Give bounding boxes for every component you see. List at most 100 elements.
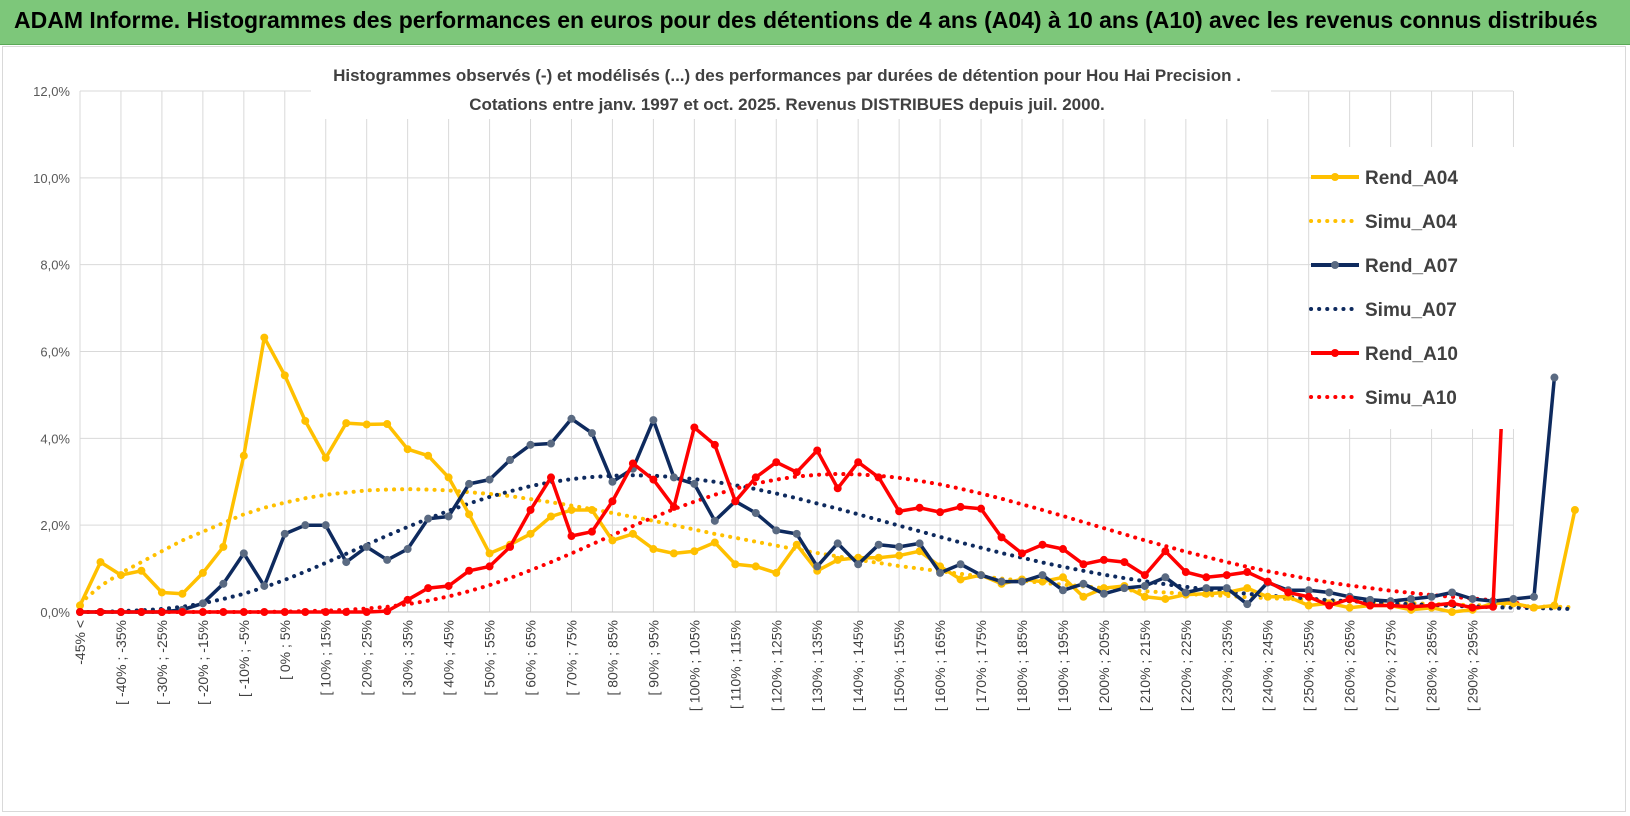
data-point: [219, 542, 228, 551]
x-axis-ticks: -45% < [ -40% ; -35% [ -30% ; -25% [ -20% ;…: [72, 620, 1481, 711]
data-point: [936, 568, 945, 577]
x-tick-label: [ 150% ; 155%: [891, 620, 907, 711]
legend-item: Rend_A10: [1311, 344, 1458, 365]
x-tick-label: [ 160% ; 165%: [932, 620, 948, 711]
data-point: [1325, 588, 1334, 597]
data-point: [547, 512, 555, 521]
chart-title: Histogrammes observés (-) et modélisés (…: [311, 61, 1271, 119]
data-point: [1181, 568, 1190, 577]
data-point: [444, 581, 453, 590]
data-point: [1345, 603, 1354, 612]
x-tick-label: [ 230% ; 235%: [1219, 620, 1235, 711]
data-point: [465, 479, 474, 488]
data-point: [1079, 592, 1088, 601]
data-point: [1222, 584, 1231, 593]
x-tick-label: [ 170% ; 175%: [973, 620, 989, 711]
data-point: [792, 529, 801, 538]
data-point: [1161, 547, 1170, 556]
data-point: [813, 446, 822, 455]
data-point: [690, 423, 699, 432]
data-point: [178, 589, 187, 598]
data-point: [1284, 588, 1293, 597]
data-point: [690, 547, 699, 556]
data-point: [1222, 571, 1231, 580]
data-point: [1243, 600, 1252, 609]
data-point: [874, 473, 883, 482]
data-point: [1366, 601, 1375, 610]
data-point: [608, 497, 617, 506]
x-tick-label: [ 250% ; 255%: [1301, 620, 1317, 711]
x-tick-label: [ 280% ; 285%: [1424, 620, 1440, 711]
data-point: [997, 533, 1006, 542]
data-point: [116, 571, 125, 580]
data-point: [1304, 586, 1313, 595]
x-tick-label: [ 120% ; 125%: [768, 620, 784, 711]
data-point: [444, 512, 453, 521]
data-point: [219, 579, 228, 588]
data-point: [690, 479, 699, 488]
report-banner: ADAM Informe. Histogrammes des performan…: [0, 0, 1630, 45]
x-tick-label: [ -10% ; -5%: [236, 620, 252, 697]
data-point: [424, 584, 433, 593]
data-point: [1345, 594, 1354, 603]
data-point: [1407, 602, 1416, 611]
legend: Rend_A04 Simu_A04 Rend_A07 Simu_A07 Rend_A10…: [1309, 147, 1521, 429]
data-point: [219, 608, 228, 616]
data-point: [280, 371, 289, 380]
data-point: [137, 608, 146, 616]
x-tick-label: [ 190% ; 195%: [1055, 620, 1071, 711]
data-point: [751, 473, 760, 482]
data-point: [1263, 577, 1272, 586]
x-tick-label: [ 290% ; 295%: [1465, 620, 1481, 711]
data-point: [485, 475, 494, 484]
data-point: [1489, 602, 1497, 611]
data-point: [260, 333, 269, 342]
data-point: [608, 477, 617, 486]
data-point: [567, 532, 576, 541]
data-point: [1058, 545, 1067, 554]
x-tick-label: [ 30% ; 35%: [400, 620, 416, 696]
data-point: [526, 505, 535, 514]
data-point: [1140, 571, 1149, 580]
x-tick-label: [ 220% ; 225%: [1178, 620, 1194, 711]
x-tick-label: [ 40% ; 45%: [441, 620, 457, 696]
x-tick-label: [ 60% ; 65%: [523, 620, 539, 696]
data-point: [424, 451, 433, 460]
x-tick-label: [ 0% ; 5%: [277, 620, 293, 680]
x-tick-label: [ 240% ; 245%: [1260, 620, 1276, 711]
x-tick-label: [ -30% ; -25%: [154, 620, 170, 705]
data-point: [1448, 608, 1457, 616]
data-point: [1263, 592, 1272, 601]
data-point: [1427, 592, 1436, 601]
legend-label: Simu_A10: [1365, 388, 1457, 409]
data-point: [731, 560, 740, 569]
data-point: [1079, 579, 1088, 588]
data-point: [342, 419, 351, 428]
data-point: [854, 458, 863, 467]
data-point: [874, 553, 883, 562]
legend-item: Rend_A07: [1311, 256, 1458, 277]
data-point: [1058, 586, 1067, 595]
data-point: [1243, 568, 1252, 577]
data-point: [465, 510, 474, 519]
x-tick-label: [ 90% ; 95%: [645, 620, 661, 696]
data-point: [833, 539, 842, 548]
data-point: [1550, 601, 1559, 610]
data-point: [1448, 599, 1457, 608]
data-point: [997, 577, 1006, 586]
chart-title-line-2: Cotations entre janv. 1997 et oct. 2025.…: [469, 95, 1105, 114]
data-point: [260, 608, 269, 616]
data-point: [649, 545, 658, 554]
data-point: [403, 595, 412, 604]
legend-label: Rend_A04: [1365, 168, 1458, 189]
data-point: [669, 473, 678, 482]
data-point: [833, 555, 842, 564]
legend-label: Rend_A10: [1365, 344, 1458, 365]
data-point: [342, 558, 351, 567]
data-point: [567, 505, 576, 514]
legend-item: Simu_A04: [1309, 212, 1457, 233]
data-point: [157, 608, 166, 616]
data-point: [608, 536, 617, 545]
legend-label: Simu_A07: [1365, 300, 1457, 321]
data-point: [1038, 577, 1047, 586]
